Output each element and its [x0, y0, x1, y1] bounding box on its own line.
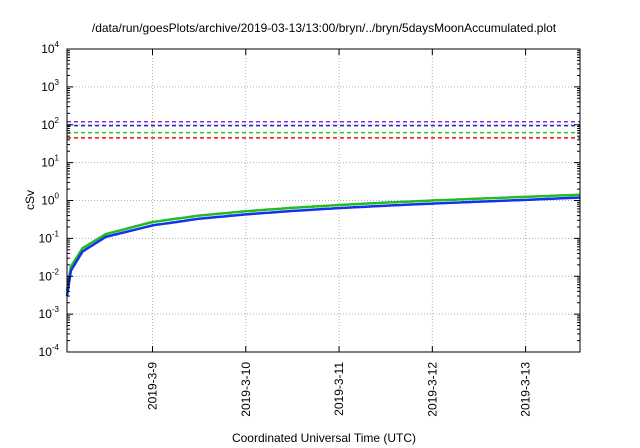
x-tick-label: 2019-3-13 [519, 362, 533, 417]
x-tick-label: 2019-3-11 [332, 362, 346, 416]
y-axis: 10-4 10-3 10-2 10-1 100 101 102 103 104 [39, 40, 580, 359]
y-tick-label: 10-4 [39, 343, 60, 359]
y-tick-label: 101 [41, 154, 59, 170]
x-tick-label: 2019-3-10 [239, 362, 253, 417]
y-tick-label: 104 [41, 40, 59, 56]
x-axis: 2019-3-9 2019-3-10 2019-3-11 2019-3-12 2019-… [146, 49, 533, 417]
y-tick-label: 102 [41, 116, 59, 132]
y-tick-label: 10-2 [39, 267, 60, 283]
y-tick-label: 103 [41, 78, 59, 94]
x-tick-label: 2019-3-12 [425, 362, 439, 417]
series-lines [65, 193, 581, 297]
grid [67, 49, 580, 352]
threshold-lines [67, 121, 580, 139]
y-tick-label: 100 [41, 192, 59, 208]
y-tick-label: 10-1 [39, 229, 60, 245]
y-axis-label: cSv [23, 190, 37, 210]
x-axis-label: Coordinated Universal Time (UTC) [232, 431, 416, 445]
series-line [65, 196, 581, 297]
x-tick-label: 2019-3-9 [146, 362, 160, 410]
series-line [65, 193, 581, 292]
y-tick-label: 10-3 [39, 305, 60, 321]
chart-title: /data/run/goesPlots/archive/2019-03-13/1… [92, 21, 557, 35]
